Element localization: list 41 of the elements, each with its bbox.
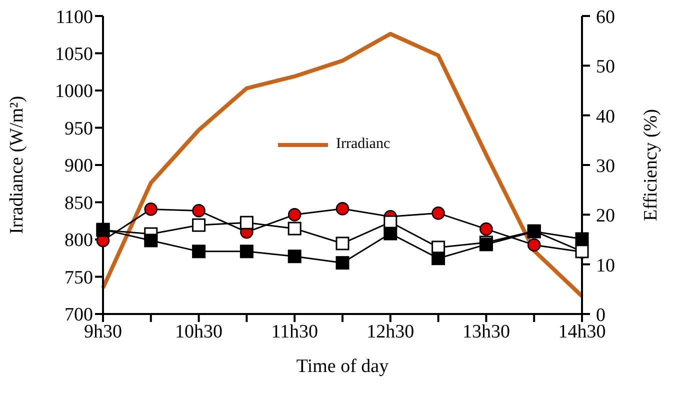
x-tick-label: 12h30 [366,321,414,342]
point [192,218,206,232]
point [288,222,302,236]
point [432,252,446,266]
point [384,226,398,240]
y2-tick-label: 40 [596,106,615,128]
y2-tick-label: 60 [596,7,615,28]
y2-tick-label: 10 [596,255,615,276]
point [288,250,302,264]
point [336,202,350,216]
y-tick-label: 800 [64,230,93,252]
y2-tick-label: 30 [596,156,615,177]
y-axis-title: Irradiance (W/m²) [6,96,28,234]
y2-axis-title: Efficiency (%) [640,108,662,222]
point [240,216,254,230]
point [432,206,445,220]
legend-label: Irradianc [336,136,390,153]
y-tick-label: 1000 [55,81,93,102]
y2-tick-label: 50 [596,56,615,78]
point [527,238,541,252]
point [144,234,158,248]
point [240,244,254,258]
x-tick-label: 10h30 [175,321,223,342]
point [192,204,206,218]
point [288,208,302,222]
point [336,236,350,250]
y-tick-label: 1050 [55,44,93,65]
point [480,222,493,236]
point [192,244,206,258]
x-axis-title: Time of day [296,356,390,377]
point [575,232,589,246]
point [144,202,158,216]
x-tick-label: 11h30 [271,321,318,342]
y-tick-label: 850 [64,192,93,214]
y-tick-label: 900 [64,156,93,177]
y2-tick-label: 20 [596,206,615,227]
y-tick-label: 950 [64,118,93,140]
y-tick-label: 1100 [56,6,93,28]
x-tick-label: 13h30 [462,321,510,342]
point [336,256,350,270]
y-tick-label: 750 [64,267,93,288]
